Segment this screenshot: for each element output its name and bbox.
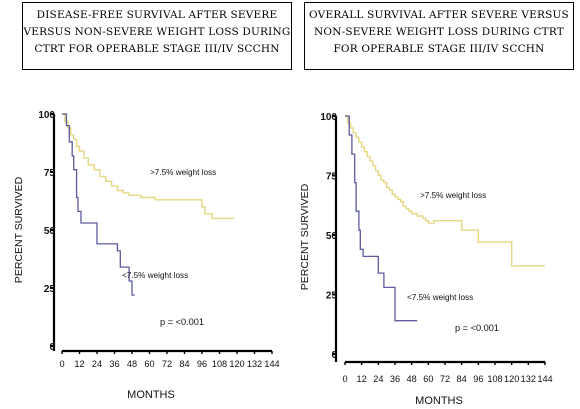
chart-left-title-line-3: CTRT FOR OPERABLE STAGE III/IV SCCHN [34,43,280,55]
x-tick-label: 96 [473,374,483,384]
x-tick-label: 60 [144,359,154,369]
y-tick-label: 75 [44,168,56,179]
chart-right-title: OVERALL SURVIVAL AFTER SEVERE VERSUS NON… [304,2,574,70]
chart-right: 0 25 50 75 100 0 12 24 36 48 60 72 84 96 108 120 132 144 P… [299,112,553,407]
x-tick-label: 36 [390,374,400,384]
chart-left: 0 25 50 75 100 0 12 24 36 48 60 72 84 96 108 120 132 144 P… [13,110,280,401]
series-label-non-severe: <7.5% weight loss [407,293,473,302]
x-tick-label: 84 [179,359,189,369]
x-tick-label: 132 [521,374,536,384]
x-tick-label: 108 [487,374,502,384]
y-tick-label: 25 [44,284,56,295]
x-tick-label: 84 [457,374,467,384]
chart-right-title-line-2: NON-SEVERE WEIGHT LOSS DURING CTRT [314,26,564,38]
x-tick-label: 120 [504,374,519,384]
series-line-non-severe [345,115,418,322]
x-tick-label: 12 [74,359,84,369]
x-tick-label: 24 [373,374,383,384]
y-tick-label: 25 [326,291,338,302]
x-tick-label: 120 [229,359,244,369]
chart-right-title-line-3: FOR OPERABLE STAGE III/IV SCCHN [333,43,545,55]
x-tick-label: 72 [162,359,172,369]
x-tick-label: 0 [59,359,64,369]
chart-left-title-line-2: VERSUS NON-SEVERE WEIGHT LOSS DURING [23,26,291,38]
x-axis-label: MONTHS [127,389,175,401]
chart-left-title-line-1: DISEASE-FREE SURVIVAL AFTER SEVERE [36,9,278,21]
y-tick-label: 75 [326,172,338,183]
y-tick-label: 100 [320,112,337,123]
y-axis-label: PERCENT SURVIVED [299,183,311,290]
x-tick-label: 48 [127,359,137,369]
x-tick-label: 60 [423,374,433,384]
y-tick-label: 0 [331,350,337,361]
x-tick-label: 48 [407,374,417,384]
series-line-severe [62,113,235,220]
chart-left-title: DISEASE-FREE SURVIVAL AFTER SEVERE VERSU… [22,2,292,70]
x-tick-label: 144 [537,374,552,384]
x-tick-label: 108 [212,359,227,369]
y-tick-label: 50 [326,231,338,242]
x-tick-label: 132 [247,359,262,369]
x-tick-label: 36 [109,359,119,369]
series-label-severe: >7.5% weight loss [420,191,486,200]
x-axis-label: MONTHS [415,395,463,407]
x-tick-label: 24 [92,359,102,369]
x-tick-label: 72 [440,374,450,384]
x-tick-label: 12 [357,374,367,384]
y-tick-label: 100 [38,110,55,121]
p-value-annotation: p = <0.001 [455,323,499,333]
x-tick-label: 96 [197,359,207,369]
y-tick-label: 50 [44,226,56,237]
p-value-annotation: p = <0.001 [160,317,204,327]
y-tick-label: 0 [49,342,55,353]
x-tick-label: 144 [264,359,279,369]
y-axis-label: PERCENT SURVIVED [13,176,25,283]
x-tick-label: 0 [342,374,347,384]
series-label-non-severe: <7.5% weight loss [122,271,188,280]
chart-right-title-line-1: OVERALL SURVIVAL AFTER SEVERE VERSUS [309,9,569,21]
series-line-severe [345,115,545,267]
series-label-severe: >7.5% weight loss [150,168,216,177]
series-line-non-severe [62,113,135,296]
